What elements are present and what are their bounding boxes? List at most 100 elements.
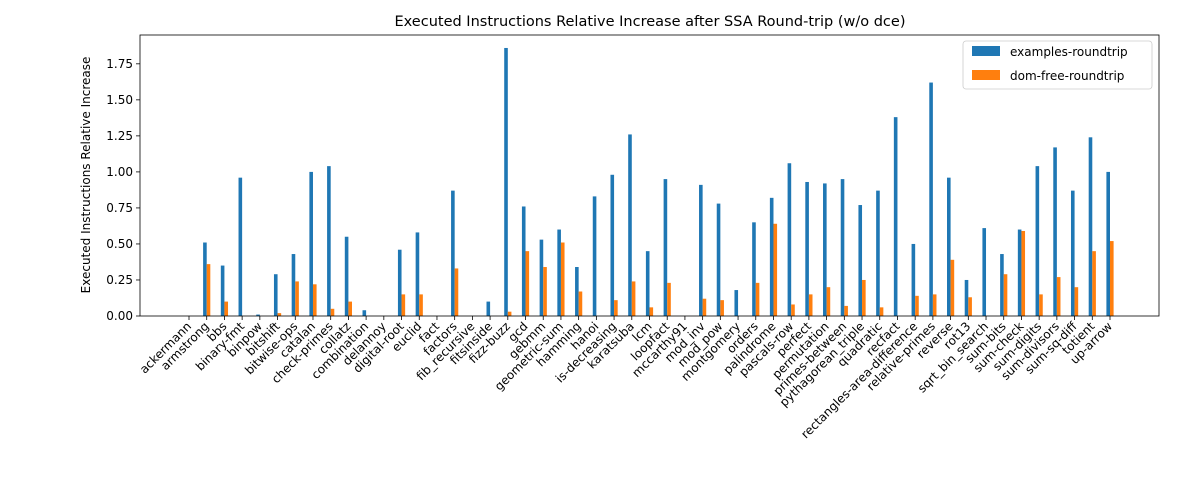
bar-dom-free-roundtrip-mod_pow <box>720 300 724 316</box>
bar-dom-free-roundtrip-sum-bits <box>1003 274 1008 316</box>
bar-dom-free-roundtrip-sum-digits <box>1039 294 1043 316</box>
chart-title: Executed Instructions Relative Increase … <box>395 14 906 30</box>
bar-examples-roundtrip-sum-digits <box>1035 166 1040 316</box>
bar-examples-roundtrip-mod_inv <box>699 184 703 316</box>
bar-dom-free-roundtrip-sum-sq-diff <box>1074 287 1079 316</box>
bar-examples-roundtrip-loopfact <box>663 179 668 316</box>
bar-dom-free-roundtrip-armstrong <box>206 264 211 316</box>
bar-dom-free-roundtrip-pythagorean_triple <box>862 279 866 316</box>
bar-examples-roundtrip-bitwise-ops <box>291 254 296 316</box>
bar-dom-free-roundtrip-catalan <box>312 284 317 316</box>
legend-box <box>962 40 1153 90</box>
y-tick-label: 1.50 <box>106 93 133 107</box>
plot-frame <box>139 34 1160 317</box>
legend-label-dom-free-roundtrip: dom-free-roundtrip <box>1010 69 1124 83</box>
bar-dom-free-roundtrip-fizz-buzz <box>507 311 512 316</box>
bar-examples-roundtrip-geometric-sum <box>557 229 561 316</box>
legend-swatch-examples-roundtrip <box>972 46 1000 56</box>
bar-examples-roundtrip-sum-check <box>1017 229 1022 316</box>
bar-dom-free-roundtrip-pascals-row <box>791 304 795 316</box>
y-tick-label: 0.25 <box>106 273 133 287</box>
bar-examples-roundtrip-bitshift <box>273 274 278 316</box>
bar-examples-roundtrip-relative-primes <box>929 82 933 316</box>
bar-dom-free-roundtrip-bitwise-ops <box>295 281 299 316</box>
bar-examples-roundtrip-binary-fmt <box>238 177 243 316</box>
bar-examples-roundtrip-recfact <box>893 117 898 316</box>
bar-examples-roundtrip-up-arrow <box>1106 171 1110 316</box>
bar-examples-roundtrip-primes-between <box>840 179 845 316</box>
bar-examples-roundtrip-fizz-buzz <box>504 47 508 316</box>
bar-examples-roundtrip-is-decreasing <box>610 174 615 316</box>
bar-dom-free-roundtrip-geometric-sum <box>560 242 565 316</box>
bar-examples-roundtrip-reverse <box>947 177 951 316</box>
bar-dom-free-roundtrip-euclid <box>419 294 423 316</box>
bar-examples-roundtrip-hamming <box>575 267 579 316</box>
bar-examples-roundtrip-binpow <box>256 314 260 316</box>
legend-swatch-dom-free-roundtrip <box>972 70 1000 80</box>
bar-examples-roundtrip-totient <box>1088 137 1093 316</box>
y-tick-label: 0.00 <box>106 309 133 323</box>
bar-examples-roundtrip-montgomery <box>734 290 739 316</box>
bar-examples-roundtrip-catalan <box>309 171 313 316</box>
bar-examples-roundtrip-lcm <box>645 251 650 316</box>
bar-dom-free-roundtrip-orders <box>755 282 760 316</box>
legend: examples-roundtrip dom-free-roundtrip <box>962 40 1153 90</box>
bar-dom-free-roundtrip-gcd <box>525 251 530 316</box>
bar-dom-free-roundtrip-relative-primes <box>932 294 937 316</box>
bar-dom-free-roundtrip-factors <box>454 268 459 316</box>
bar-dom-free-roundtrip-rot13 <box>968 297 972 316</box>
bar-examples-roundtrip-armstrong <box>203 242 207 316</box>
bar-examples-roundtrip-combination <box>362 310 367 316</box>
y-axis-label: Executed Instructions Relative Increase <box>79 57 93 294</box>
bar-examples-roundtrip-check-primes <box>327 166 331 316</box>
bar-dom-free-roundtrip-totient <box>1092 251 1096 316</box>
bar-dom-free-roundtrip-karatsuba <box>631 281 636 316</box>
plot-area: 0.000.250.500.751.001.251.501.75ackerman… <box>106 47 1115 441</box>
bar-examples-roundtrip-gcd <box>521 206 526 316</box>
legend-label-examples-roundtrip: examples-roundtrip <box>1010 45 1128 59</box>
bar-dom-free-roundtrip-bitshift <box>277 313 282 316</box>
bar-dom-free-roundtrip-collatz <box>348 301 352 316</box>
bar-dom-free-roundtrip-check-primes <box>330 308 335 316</box>
bar-dom-free-roundtrip-primes-between <box>844 305 848 316</box>
bar-dom-free-roundtrip-sum-divisors <box>1056 277 1061 316</box>
bar-dom-free-roundtrip-loopfact <box>667 282 671 316</box>
bar-examples-roundtrip-orders <box>752 222 756 316</box>
bar-examples-roundtrip-factors <box>451 190 455 316</box>
bar-examples-roundtrip-sum-divisors <box>1053 147 1057 316</box>
bar-examples-roundtrip-rectangles-area-difference <box>911 243 916 316</box>
bar-examples-roundtrip-sqrt_bin_search <box>982 228 987 316</box>
y-tick-label: 0.50 <box>106 237 133 251</box>
bar-examples-roundtrip-bbs <box>220 265 225 316</box>
bar-examples-roundtrip-mod_pow <box>716 203 721 316</box>
bar-dom-free-roundtrip-permutation <box>826 287 831 316</box>
bar-dom-free-roundtrip-up-arrow <box>1110 241 1114 316</box>
bar-dom-free-roundtrip-palindrome <box>773 223 778 316</box>
bar-examples-roundtrip-karatsuba <box>628 134 632 316</box>
bar-dom-free-roundtrip-lcm <box>649 307 654 316</box>
y-tick-label: 1.00 <box>106 165 133 179</box>
bar-dom-free-roundtrip-sum-check <box>1021 230 1026 316</box>
bar-examples-roundtrip-pascals-row <box>787 163 792 316</box>
bar-dom-free-roundtrip-gebmm <box>543 267 547 316</box>
bar-examples-roundtrip-collatz <box>344 236 349 316</box>
bar-examples-roundtrip-hanoi <box>592 196 597 316</box>
bar-dom-free-roundtrip-rectangles-area-difference <box>915 295 919 316</box>
bar-dom-free-roundtrip-digital-root <box>401 294 406 316</box>
y-tick-label: 1.25 <box>106 129 133 143</box>
bar-examples-roundtrip-fitsinside <box>486 301 491 316</box>
bar-dom-free-roundtrip-reverse <box>950 259 955 316</box>
bar-dom-free-roundtrip-is-decreasing <box>614 300 618 316</box>
bar-examples-roundtrip-gebmm <box>539 239 544 316</box>
y-tick-label: 1.75 <box>106 57 133 71</box>
bar-examples-roundtrip-rot13 <box>964 279 969 316</box>
bar-examples-roundtrip-quadratic <box>876 190 880 316</box>
bar-dom-free-roundtrip-perfect <box>808 294 813 316</box>
bar-dom-free-roundtrip-mod_inv <box>702 298 707 316</box>
bar-examples-roundtrip-permutation <box>823 183 827 316</box>
bar-examples-roundtrip-euclid <box>415 232 420 316</box>
bar-examples-roundtrip-sum-bits <box>1000 254 1004 316</box>
bar-dom-free-roundtrip-quadratic <box>879 307 884 316</box>
bar-dom-free-roundtrip-hamming <box>578 291 583 316</box>
